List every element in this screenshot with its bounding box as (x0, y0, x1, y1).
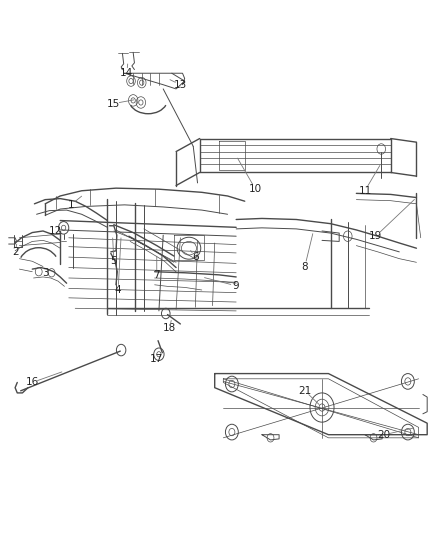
Text: 20: 20 (378, 430, 391, 440)
Text: 17: 17 (150, 354, 163, 365)
Text: 10: 10 (249, 184, 262, 194)
Text: 15: 15 (107, 99, 120, 109)
Text: 12: 12 (49, 226, 63, 236)
Text: 14: 14 (120, 68, 133, 78)
Text: 9: 9 (233, 281, 240, 291)
Text: 1: 1 (67, 200, 74, 210)
Text: 8: 8 (301, 262, 308, 271)
Text: 16: 16 (26, 377, 39, 387)
Text: 18: 18 (163, 323, 176, 333)
Text: 21: 21 (298, 386, 311, 396)
Text: 7: 7 (153, 270, 160, 280)
Text: 11: 11 (358, 186, 371, 196)
Text: 6: 6 (192, 252, 199, 262)
Text: 4: 4 (115, 285, 121, 295)
Text: 13: 13 (174, 80, 187, 90)
Text: 5: 5 (110, 256, 117, 266)
Text: 2: 2 (12, 247, 18, 257)
Text: 19: 19 (369, 231, 382, 241)
Text: 3: 3 (42, 268, 49, 278)
